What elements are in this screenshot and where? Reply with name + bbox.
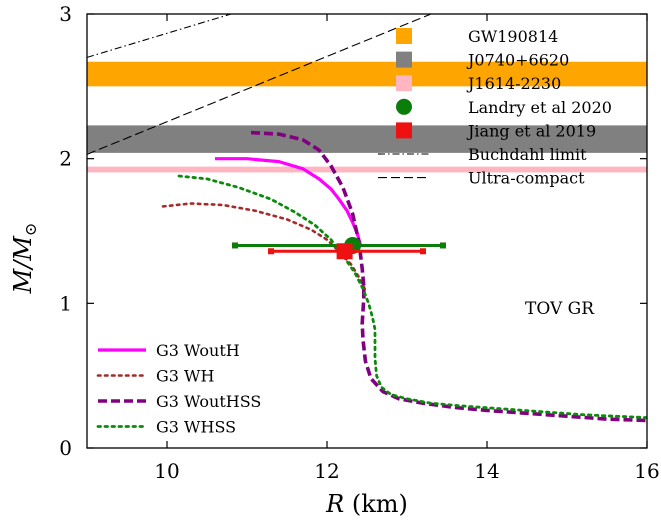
x-tick-label: 16	[634, 459, 659, 483]
legend-label-buchdahl-limit: Buchdahl limit	[468, 145, 587, 164]
legend-label-g3-wouth: G3 WoutH	[156, 341, 240, 360]
band-j1614-2230	[87, 166, 647, 173]
legend-swatch-j0740-6620	[396, 51, 412, 68]
legend-label-g3-wh: G3 WH	[156, 367, 214, 386]
legend-label-j1614-2230: J1614-2230	[466, 74, 561, 93]
legend-swatch-landry-et-al-2020	[396, 98, 412, 115]
errorbar-cap-left-landry-et-al-2020	[232, 242, 238, 249]
legend-label-jiang-et-al-2019: Jiang et al 2019	[466, 121, 596, 140]
annotation-tov-gr: TOV GR	[525, 299, 595, 319]
errorbar-cap-left-jiang-et-al-2019	[268, 248, 274, 255]
legend-label-ultra-compact: Ultra-compact	[468, 169, 585, 188]
errorbar-cap-right-jiang-et-al-2019	[420, 248, 426, 255]
line-ultra-compact	[87, 14, 432, 155]
x-tick-label: 12	[314, 459, 339, 483]
measurement-points	[232, 236, 446, 260]
legend-swatch-gw190814	[396, 28, 412, 44]
x-tick-label: 10	[154, 459, 179, 483]
legend-bottom-left: G3 WoutH G3 WH G3 WoutHSS G3 WHSS	[96, 341, 261, 437]
legend-swatch-j1614-2230	[396, 75, 412, 92]
legend-swatch-jiang-et-al-2019	[396, 122, 412, 139]
curve-g3-whss	[177, 174, 647, 420]
eos-curves	[161, 130, 647, 423]
curve-g3-wouthss	[250, 130, 647, 423]
errorbar-cap-right-landry-et-al-2020	[440, 242, 446, 249]
legend-top-right: GW190814 J0740+6620 J1614-2230 Landry et al…	[378, 27, 612, 188]
legend-label-landry-et-al-2020: Landry et al 2020	[468, 98, 612, 117]
line-buchdahl-limit	[87, 14, 232, 58]
band-gw190814	[87, 61, 647, 87]
legend-label-g3-wouthss: G3 WoutHSS	[156, 392, 261, 411]
x-tick-label: 14	[474, 459, 499, 483]
y-tick-label: 1	[59, 291, 72, 315]
y-axis-label: M/M⊙	[9, 223, 40, 295]
constraint-bands	[87, 61, 647, 173]
legend-label-g3-whss: G3 WHSS	[156, 418, 236, 437]
y-tick-label: 2	[59, 147, 72, 171]
y-tick-label: 3	[59, 2, 72, 26]
y-tick-label: 0	[59, 436, 72, 460]
plot-frame	[86, 13, 648, 449]
reference-lines	[87, 14, 432, 155]
legend-label-j0740-6620: J0740+6620	[466, 51, 569, 70]
legend-label-gw190814: GW190814	[468, 27, 558, 46]
band-j0740-6620	[87, 125, 647, 153]
x-axis-label: R (km)	[325, 490, 408, 518]
marker-jiang-et-al-2019	[336, 243, 353, 260]
